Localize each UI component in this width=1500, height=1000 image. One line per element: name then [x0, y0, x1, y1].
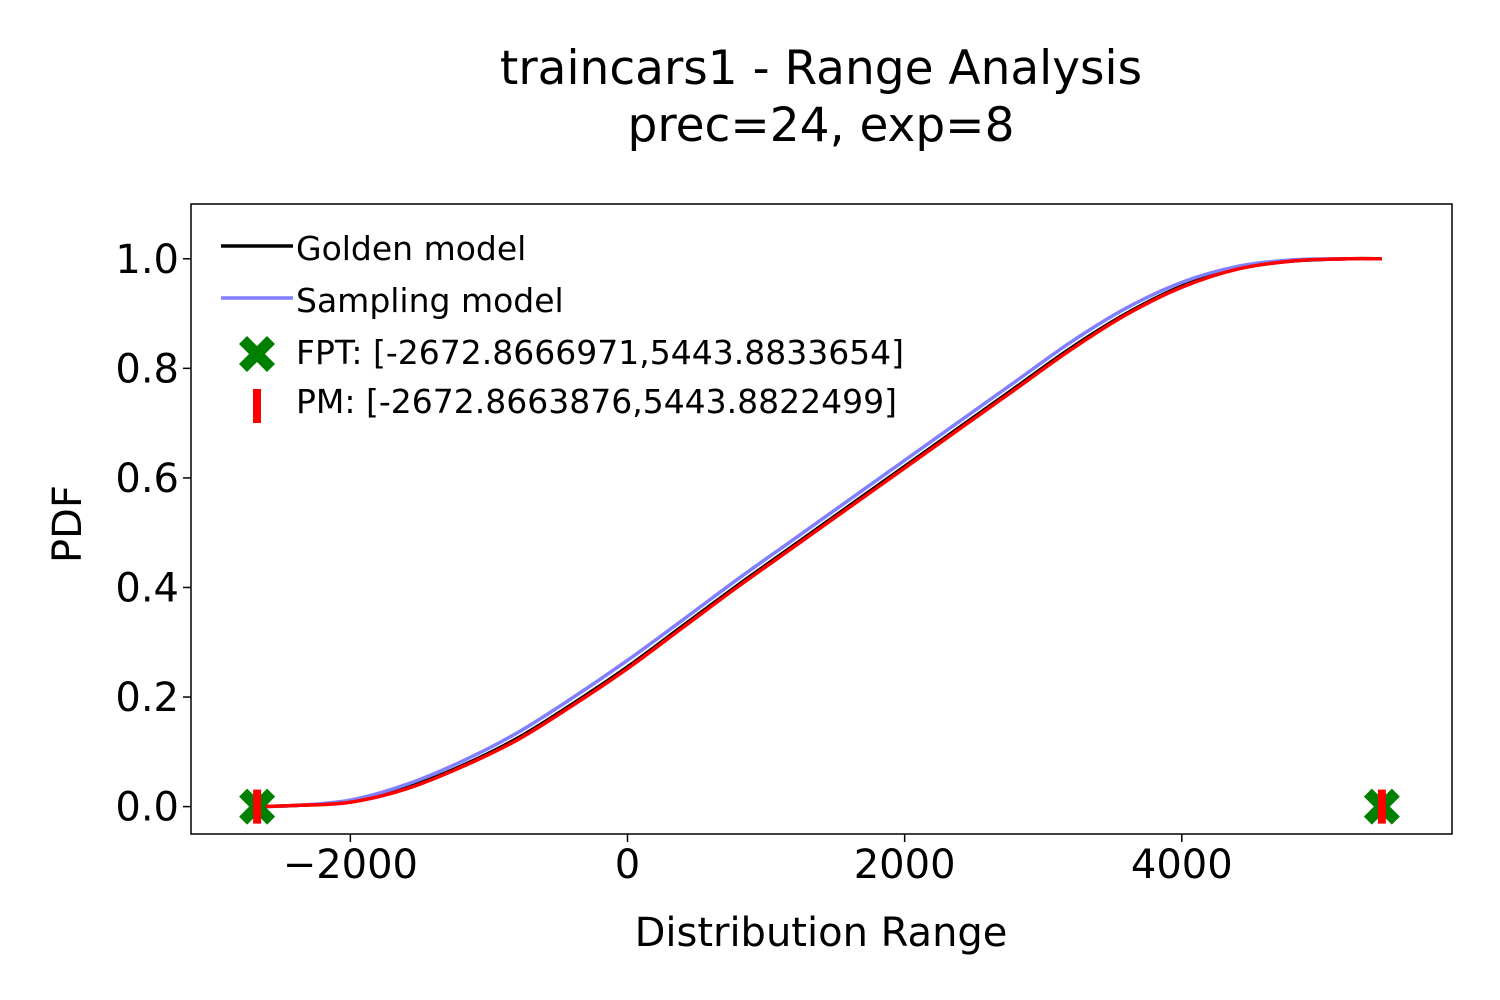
- legend-swatch-pm: [253, 389, 261, 423]
- x-tick-label: 0: [615, 842, 640, 888]
- legend-label-pm: PM: [-2672.8663876,5443.8822499]: [296, 382, 897, 421]
- y-tick-label: 0.0: [115, 785, 179, 831]
- x-axis-label: Distribution Range: [635, 910, 1008, 956]
- legend-label-fpt: FPT: [-2672.8666971,5443.8833654]: [296, 333, 904, 372]
- axis-ticks: −2000 0 2000 4000 0.0 0.2 0.4 0.6 0.8 1.0: [115, 237, 1232, 888]
- y-tick-label: 0.2: [115, 675, 179, 721]
- plot-frame: [190, 203, 1453, 835]
- chart-title: traincars1 - Range Analysis: [500, 41, 1142, 96]
- series-line-sampling-model: [257, 256, 1382, 809]
- y-tick-label: 0.6: [115, 456, 179, 502]
- legend-label-golden-model: Golden model: [296, 229, 526, 268]
- y-tick-label: 1.0: [115, 237, 179, 283]
- y-tick-label: 0.4: [115, 565, 179, 611]
- legend-label-sampling-model: Sampling model: [296, 281, 564, 320]
- chart-subtitle: prec=24, exp=8: [628, 98, 1015, 153]
- markers-group: [239, 788, 1400, 825]
- series-line-pm: [257, 256, 1382, 809]
- marker-pm: [253, 789, 262, 824]
- y-tick-label: 0.8: [115, 346, 179, 392]
- x-tick-label: 2000: [854, 842, 956, 888]
- x-tick-label: −2000: [283, 842, 418, 888]
- series-group: [257, 256, 1382, 809]
- x-tick-label: 4000: [1131, 842, 1233, 888]
- legend-swatch-fpt: [239, 336, 275, 372]
- marker-pm: [1377, 789, 1386, 824]
- y-axis-label: PDF: [45, 485, 91, 563]
- legend: Golden model Sampling model FPT: [-2672.…: [221, 229, 904, 423]
